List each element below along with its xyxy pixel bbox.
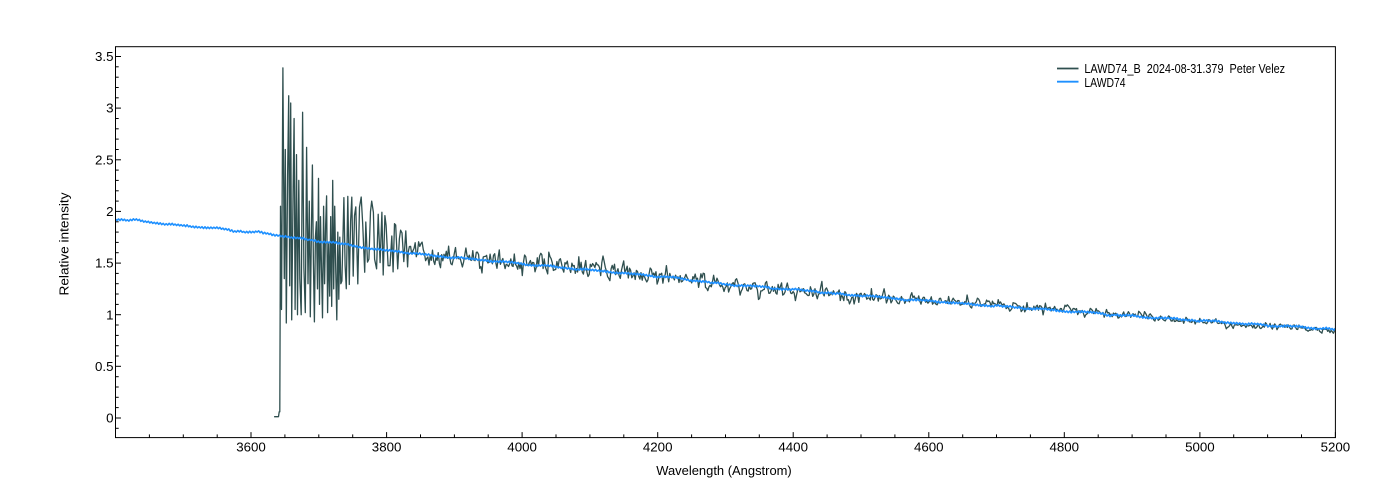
svg-text:3.5: 3.5 — [95, 49, 114, 64]
svg-text:4800: 4800 — [1050, 439, 1080, 454]
svg-text:3600: 3600 — [236, 439, 266, 454]
svg-text:4000: 4000 — [507, 439, 537, 454]
svg-text:2: 2 — [106, 204, 113, 219]
svg-text:5200: 5200 — [1321, 439, 1351, 454]
svg-text:1: 1 — [106, 307, 113, 322]
svg-text:2.5: 2.5 — [95, 152, 114, 167]
svg-text:0.5: 0.5 — [95, 359, 114, 374]
svg-text:4600: 4600 — [914, 439, 944, 454]
svg-text:1.5: 1.5 — [95, 256, 114, 271]
svg-text:0: 0 — [106, 411, 113, 426]
svg-text:LAWD74_B 2024-08-31.379 Pete: LAWD74_B 2024-08-31.379 Peter Velez — [1084, 61, 1285, 76]
svg-text:4400: 4400 — [778, 439, 808, 454]
svg-text:3800: 3800 — [372, 439, 402, 454]
svg-text:LAWD74: LAWD74 — [1084, 75, 1125, 90]
svg-text:3: 3 — [106, 101, 113, 116]
svg-text:Wavelength (Angstrom): Wavelength (Angstrom) — [656, 463, 792, 478]
svg-text:Relative intensity: Relative intensity — [57, 192, 72, 295]
svg-text:5000: 5000 — [1185, 439, 1215, 454]
svg-text:4200: 4200 — [643, 439, 673, 454]
